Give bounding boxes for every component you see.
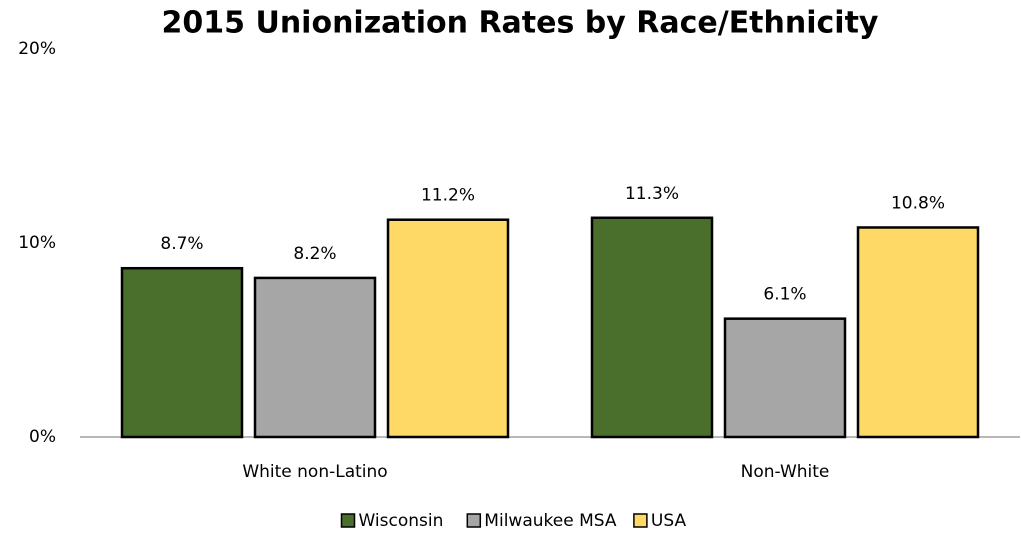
x-tick-label: Non-White (741, 462, 830, 482)
x-tick-label: White non-Latino (242, 462, 387, 482)
data-label: 11.2% (421, 186, 475, 206)
y-tick-label: 0% (29, 427, 56, 447)
bar (856, 226, 980, 439)
legend-swatch (633, 513, 648, 528)
bar (386, 218, 510, 439)
chart-title: 2015 Unionization Rates by Race/Ethnicit… (162, 6, 879, 41)
data-label: 6.1% (763, 285, 806, 305)
data-label: 8.7% (160, 234, 203, 254)
legend-label: USA (651, 511, 687, 531)
data-label: 10.8% (891, 193, 945, 213)
y-tick-label: 10% (18, 233, 56, 253)
bar (120, 266, 244, 439)
legend-swatch (466, 513, 482, 528)
bar (253, 276, 377, 439)
legend-label: Milwaukee MSA (484, 511, 617, 531)
legend-swatch (340, 513, 356, 528)
y-tick-label: 20% (18, 39, 56, 59)
legend-label: Wisconsin (359, 511, 444, 531)
data-label: 11.3% (625, 184, 679, 204)
data-label: 8.2% (293, 244, 336, 264)
bar (590, 216, 714, 439)
bar (723, 317, 847, 439)
